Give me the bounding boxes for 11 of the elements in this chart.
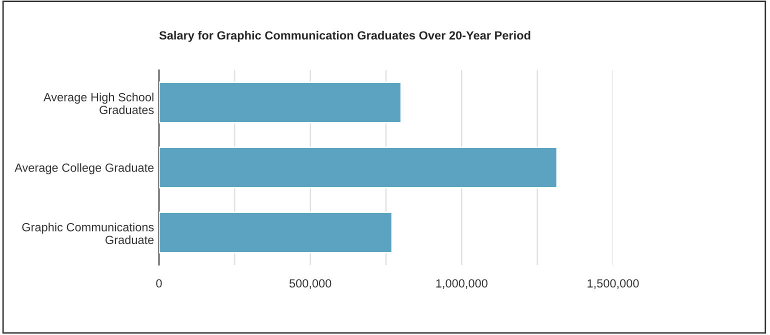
chart-title: Salary for Graphic Communication Graduates Over 20-Year Period xyxy=(159,30,530,42)
y-tick-label: Graphic Communications Graduate xyxy=(22,222,154,244)
x-tick-label: 500,000 xyxy=(289,279,332,289)
bar xyxy=(159,146,558,188)
y-tick-label: Average High School Graduates xyxy=(43,92,154,114)
x-tick-label: 1,500,000 xyxy=(588,279,639,289)
x-tick-label: 1,000,000 xyxy=(436,279,488,289)
x-tick-label: 0 xyxy=(156,279,162,288)
bar xyxy=(159,82,402,124)
bar xyxy=(159,212,393,254)
y-tick-label: Average College Graduate xyxy=(14,163,154,174)
